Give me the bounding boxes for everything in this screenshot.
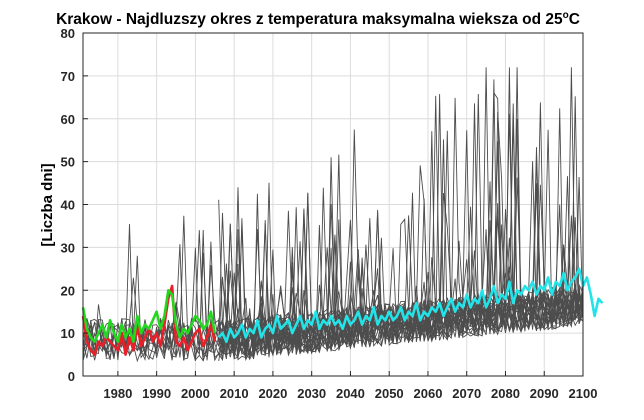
- ensemble-line-23: [218, 141, 584, 356]
- y-axis-label: [Liczba dni]: [39, 163, 56, 246]
- chart-title: Krakow - Najdluzszy okres z temperatura …: [56, 10, 580, 28]
- series-lines: [81, 267, 604, 356]
- x-tick-label-8: 2060: [414, 386, 443, 401]
- x-tick-label-7: 2050: [375, 386, 404, 401]
- x-tick-label-6: 2040: [336, 386, 365, 401]
- series-line-2: [217, 267, 604, 344]
- x-tick-label-10: 2080: [491, 386, 520, 401]
- y-tick-label-8: 80: [61, 26, 75, 41]
- ensemble-line-24: [218, 120, 584, 358]
- y-tick-label-0: 0: [68, 369, 75, 384]
- x-tick-label-9: 2070: [452, 386, 481, 401]
- y-tick-label-1: 10: [61, 326, 75, 341]
- x-tick-label-11: 2090: [530, 386, 559, 401]
- x-tick-label-3: 2010: [220, 386, 249, 401]
- x-axis-ticks: 1980 1990 2000 2010 2020 2030 2040 2050 2060 2070…: [103, 371, 597, 401]
- x-tick-label-2: 2000: [181, 386, 210, 401]
- x-tick-label-0: 1980: [103, 386, 132, 401]
- y-axis-ticks: 0 10 20 30 40 50 60 70 80: [61, 26, 88, 384]
- y-tick-label-3: 30: [61, 240, 75, 255]
- series-line-1: [81, 288, 217, 344]
- y-tick-label-5: 50: [61, 155, 75, 170]
- ensemble-line-3: [82, 91, 584, 362]
- x-tick-label-4: 2020: [258, 386, 287, 401]
- y-tick-label-7: 70: [61, 69, 75, 84]
- x-tick-label-1: 1990: [142, 386, 171, 401]
- y-tick-label-2: 20: [61, 283, 75, 298]
- y-tick-label-4: 40: [61, 198, 75, 213]
- y-tick-label-6: 60: [61, 112, 75, 127]
- x-tick-label-5: 2030: [297, 386, 326, 401]
- x-tick-label-12: 2100: [569, 386, 598, 401]
